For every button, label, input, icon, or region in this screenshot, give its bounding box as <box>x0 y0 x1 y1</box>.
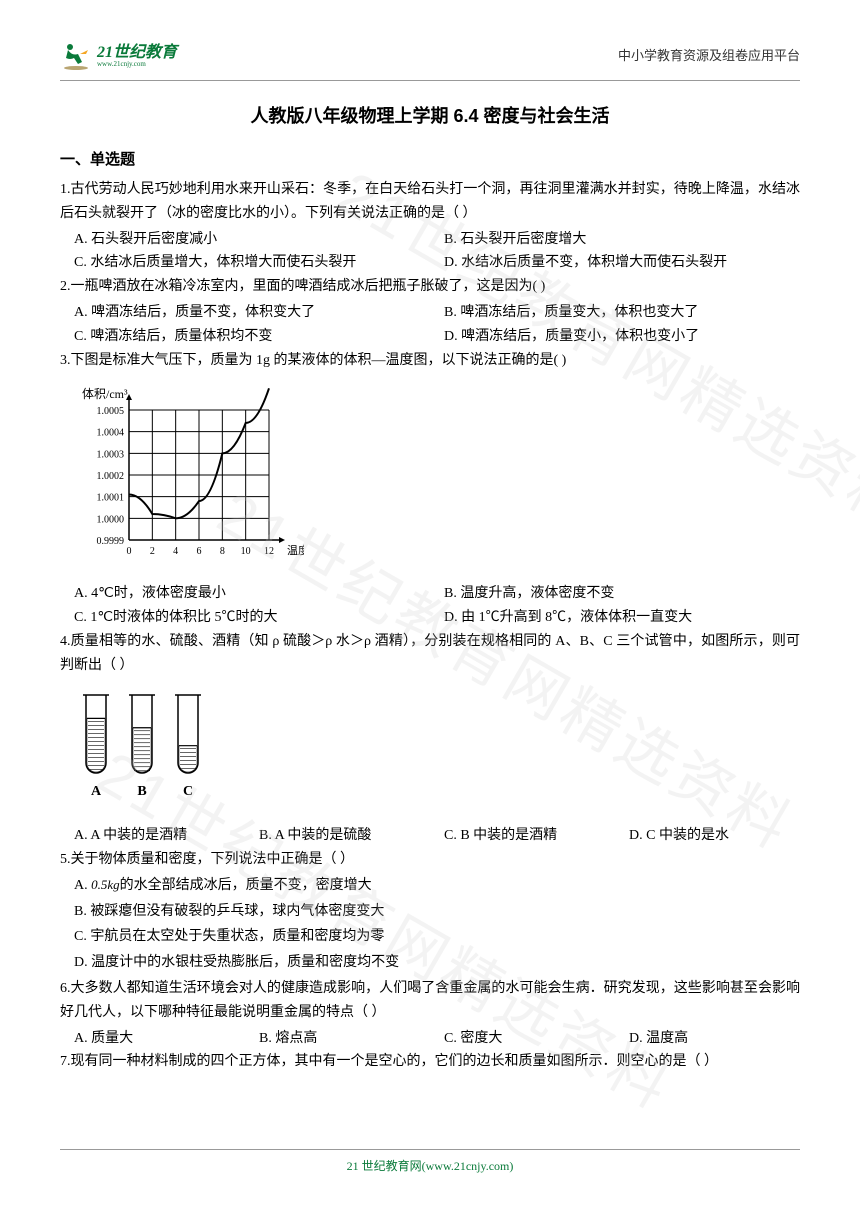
svg-text:1.0001: 1.0001 <box>97 493 125 504</box>
svg-text:1.0000: 1.0000 <box>97 515 125 526</box>
option-c: C. 密度大 <box>430 1027 615 1051</box>
option-c: C. 啤酒冻结后，质量体积均不变 <box>60 325 430 349</box>
question-4-options: A. A 中装的是酒精 B. A 中装的是硫酸 C. B 中装的是酒精 D. C… <box>60 824 800 848</box>
question-4: 4.质量相等的水、硫酸、酒精（知 ρ 硫酸＞ρ 水＞ρ 酒精），分别装在规格相同… <box>60 630 800 678</box>
option-d: D. 啤酒冻结后，质量变小，体积也变小了 <box>430 325 800 349</box>
section-header: 一、单选题 <box>60 147 800 173</box>
svg-text:1.0005: 1.0005 <box>97 406 125 417</box>
svg-text:1.0002: 1.0002 <box>97 471 125 482</box>
chart-volume-temperature: 体积/cm³ 0.9999 1.0000 1.0001 1.0002 1.0003 1.00… <box>74 380 800 574</box>
question-2-options: A. 啤酒冻结后，质量不变，体积变大了 B. 啤酒冻结后，质量变大，体积也变大了… <box>60 301 800 349</box>
question-7: 7.现有同一种材料制成的四个正方体，其中有一个是空心的，它们的边长和质量如图所示… <box>60 1050 800 1074</box>
option-a: A. 啤酒冻结后，质量不变，体积变大了 <box>60 301 430 325</box>
option-b: B. 啤酒冻结后，质量变大，体积也变大了 <box>430 301 800 325</box>
option-b: B. 温度升高，液体密度不变 <box>430 582 800 606</box>
logo-icon <box>60 40 92 72</box>
page-header: 21世纪教育 www.21cnjy.com 中小学教育资源及组卷应用平台 <box>60 0 800 81</box>
svg-text:1.0003: 1.0003 <box>97 450 125 461</box>
option-a: A. 0.5kg的水全部结成冰后，质量不变，密度增大 <box>60 874 800 898</box>
svg-text:0.9999: 0.9999 <box>97 536 125 547</box>
option-a: A. 4℃时，液体密度最小 <box>60 582 430 606</box>
svg-text:B: B <box>137 784 146 799</box>
question-1-options: A. 石头裂开后密度减小 B. 石头裂开后密度增大 C. 水结冰后质量增大，体积… <box>60 228 800 276</box>
option-b: B. 熔点高 <box>245 1027 430 1051</box>
svg-text:4: 4 <box>173 546 178 557</box>
option-d: D. 由 1℃升高到 8℃，液体体积一直变大 <box>430 606 800 630</box>
option-c: C. 1℃时液体的体积比 5℃时的大 <box>60 606 430 630</box>
option-b: B. A 中装的是硫酸 <box>245 824 430 848</box>
question-5-options: A. 0.5kg的水全部结成冰后，质量不变，密度增大 B. 被踩瘪但没有破裂的乒… <box>60 874 800 975</box>
option-d: D. 水结冰后质量不变，体积增大而使石头裂开 <box>430 251 800 275</box>
test-tubes-figure: A B C <box>74 687 800 816</box>
logo-text: 21世纪教育 www.21cnjy.com <box>97 45 177 68</box>
option-a: A. 质量大 <box>60 1027 245 1051</box>
svg-text:12: 12 <box>264 546 274 557</box>
logo-main-text: 21世纪教育 <box>97 45 177 61</box>
header-right-text: 中小学教育资源及组卷应用平台 <box>618 45 800 67</box>
svg-text:10: 10 <box>241 546 251 557</box>
option-d: D. C 中装的是水 <box>615 824 800 848</box>
logo-area: 21世纪教育 www.21cnjy.com <box>60 40 177 72</box>
svg-text:8: 8 <box>220 546 225 557</box>
svg-text:0: 0 <box>127 546 132 557</box>
question-5: 5.关于物体质量和密度，下列说法中正确是（ ） <box>60 848 800 872</box>
option-c: C. B 中装的是酒精 <box>430 824 615 848</box>
option-d: D. 温度计中的水银柱受热膨胀后，质量和密度均不变 <box>60 951 800 975</box>
question-6: 6.大多数人都知道生活环境会对人的健康造成影响，人们喝了含重金属的水可能会生病．… <box>60 977 800 1025</box>
question-1: 1.古代劳动人民巧妙地利用水来开山采石：冬季，在白天给石头打一个洞，再往洞里灌满… <box>60 178 800 226</box>
svg-text:A: A <box>91 784 102 799</box>
svg-text:温度/℃: 温度/℃ <box>287 543 304 557</box>
question-2: 2.一瓶啤酒放在冰箱冷冻室内，里面的啤酒结成冰后把瓶子胀破了，这是因为( ) <box>60 275 800 299</box>
option-a-suffix: 的水全部结成冰后，质量不变，密度增大 <box>120 878 372 893</box>
page-title: 人教版八年级物理上学期 6.4 密度与社会生活 <box>60 101 800 132</box>
main-content: 人教版八年级物理上学期 6.4 密度与社会生活 一、单选题 1.古代劳动人民巧妙… <box>0 81 860 1116</box>
option-a: A. 石头裂开后密度减小 <box>60 228 430 252</box>
question-3: 3.下图是标准大气压下，质量为 1g 的某液体的体积—温度图，以下说法正确的是(… <box>60 349 800 373</box>
svg-text:1.0004: 1.0004 <box>97 428 125 439</box>
option-d: D. 温度高 <box>615 1027 800 1051</box>
option-a: A. A 中装的是酒精 <box>60 824 245 848</box>
option-b: B. 被踩瘪但没有破裂的乒乓球，球内气体密度变大 <box>60 900 800 924</box>
option-c: C. 宇航员在太空处于失重状态，质量和密度均为零 <box>60 925 800 949</box>
logo-sub-text: www.21cnjy.com <box>97 61 177 68</box>
option-a-prefix: A. <box>74 878 91 893</box>
svg-text:体积/cm³: 体积/cm³ <box>82 387 128 401</box>
page-footer: 21 世纪教育网(www.21cnjy.com) <box>60 1149 800 1176</box>
formula-mass: 0.5kg <box>91 874 120 896</box>
option-c: C. 水结冰后质量增大，体积增大而使石头裂开 <box>60 251 430 275</box>
question-3-options: A. 4℃时，液体密度最小 B. 温度升高，液体密度不变 C. 1℃时液体的体积… <box>60 582 800 630</box>
svg-text:6: 6 <box>197 546 202 557</box>
svg-text:C: C <box>183 784 193 799</box>
question-6-options: A. 质量大 B. 熔点高 C. 密度大 D. 温度高 <box>60 1027 800 1051</box>
option-b: B. 石头裂开后密度增大 <box>430 228 800 252</box>
svg-text:2: 2 <box>150 546 155 557</box>
